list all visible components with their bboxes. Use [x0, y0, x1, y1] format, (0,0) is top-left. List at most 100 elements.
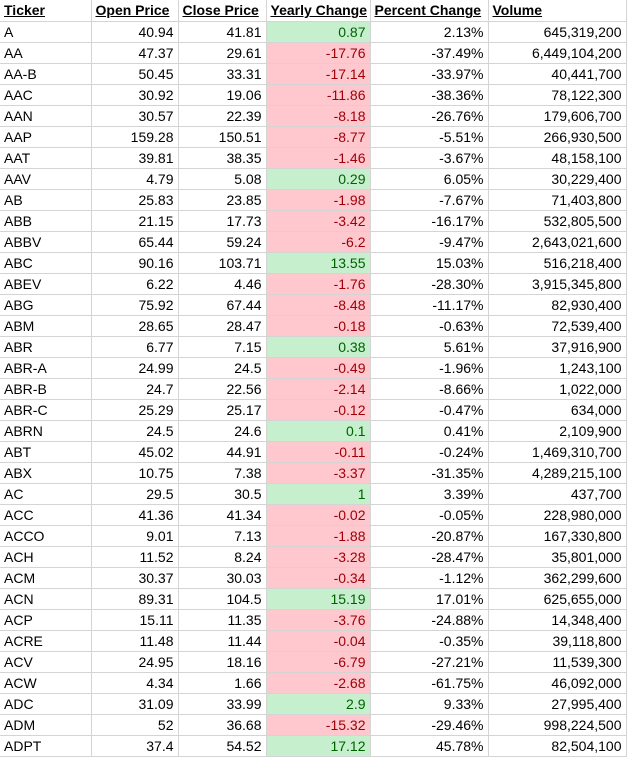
cell-open-price[interactable]: 15.11	[91, 609, 179, 631]
cell-ticker[interactable]: ABG	[0, 294, 92, 316]
cell-volume[interactable]: 179,606,700	[488, 105, 627, 127]
cell-close-price[interactable]: 11.35	[178, 609, 267, 631]
cell-close-price[interactable]: 103.71	[178, 252, 267, 274]
cell-ticker[interactable]: ACH	[0, 546, 92, 568]
cell-volume[interactable]: 625,655,000	[488, 588, 627, 610]
cell-volume[interactable]: 78,122,300	[488, 84, 627, 106]
cell-yearly-change[interactable]: -3.76	[266, 609, 371, 631]
cell-yearly-change[interactable]: -17.14	[266, 63, 371, 85]
cell-yearly-change[interactable]: 1	[266, 483, 371, 505]
cell-close-price[interactable]: 25.17	[178, 399, 267, 421]
cell-yearly-change[interactable]: 13.55	[266, 252, 371, 274]
cell-close-price[interactable]: 38.35	[178, 147, 267, 169]
cell-percent-change[interactable]: -31.35%	[370, 462, 489, 484]
cell-close-price[interactable]: 33.99	[178, 693, 267, 715]
cell-open-price[interactable]: 29.5	[91, 483, 179, 505]
cell-volume[interactable]: 82,504,100	[488, 735, 627, 757]
cell-percent-change[interactable]: -28.30%	[370, 273, 489, 295]
cell-yearly-change[interactable]: 17.12	[266, 735, 371, 757]
cell-yearly-change[interactable]: 0.1	[266, 420, 371, 442]
cell-open-price[interactable]: 159.28	[91, 126, 179, 148]
cell-volume[interactable]: 46,092,000	[488, 672, 627, 694]
cell-volume[interactable]: 14,348,400	[488, 609, 627, 631]
cell-yearly-change[interactable]: -0.49	[266, 357, 371, 379]
cell-percent-change[interactable]: -7.67%	[370, 189, 489, 211]
cell-percent-change[interactable]: -9.47%	[370, 231, 489, 253]
cell-close-price[interactable]: 150.51	[178, 126, 267, 148]
cell-open-price[interactable]: 30.92	[91, 84, 179, 106]
cell-volume[interactable]: 6,449,104,200	[488, 42, 627, 64]
cell-yearly-change[interactable]: -2.68	[266, 672, 371, 694]
cell-close-price[interactable]: 44.91	[178, 441, 267, 463]
cell-close-price[interactable]: 30.5	[178, 483, 267, 505]
cell-open-price[interactable]: 10.75	[91, 462, 179, 484]
cell-yearly-change[interactable]: -2.14	[266, 378, 371, 400]
cell-percent-change[interactable]: -37.49%	[370, 42, 489, 64]
cell-percent-change[interactable]: -29.46%	[370, 714, 489, 736]
cell-ticker[interactable]: AAP	[0, 126, 92, 148]
header-close-price[interactable]: Close Price	[178, 0, 267, 22]
cell-volume[interactable]: 37,916,900	[488, 336, 627, 358]
cell-open-price[interactable]: 24.95	[91, 651, 179, 673]
cell-ticker[interactable]: AC	[0, 483, 92, 505]
cell-yearly-change[interactable]: -3.28	[266, 546, 371, 568]
cell-open-price[interactable]: 89.31	[91, 588, 179, 610]
cell-volume[interactable]: 228,980,000	[488, 504, 627, 526]
cell-ticker[interactable]: AA-B	[0, 63, 92, 85]
header-percent-change[interactable]: Percent Change	[370, 0, 489, 22]
cell-ticker[interactable]: ADC	[0, 693, 92, 715]
cell-close-price[interactable]: 5.08	[178, 168, 267, 190]
header-volume[interactable]: Volume	[488, 0, 627, 22]
cell-ticker[interactable]: ACV	[0, 651, 92, 673]
cell-close-price[interactable]: 54.52	[178, 735, 267, 757]
cell-close-price[interactable]: 41.81	[178, 21, 267, 43]
cell-yearly-change[interactable]: 2.9	[266, 693, 371, 715]
cell-percent-change[interactable]: -11.17%	[370, 294, 489, 316]
cell-ticker[interactable]: ACC	[0, 504, 92, 526]
cell-yearly-change[interactable]: -0.18	[266, 315, 371, 337]
cell-yearly-change[interactable]: -8.18	[266, 105, 371, 127]
cell-open-price[interactable]: 41.36	[91, 504, 179, 526]
cell-close-price[interactable]: 11.44	[178, 630, 267, 652]
cell-volume[interactable]: 516,218,400	[488, 252, 627, 274]
cell-yearly-change[interactable]: 15.19	[266, 588, 371, 610]
cell-yearly-change[interactable]: 0.38	[266, 336, 371, 358]
cell-volume[interactable]: 4,289,215,100	[488, 462, 627, 484]
cell-open-price[interactable]: 30.37	[91, 567, 179, 589]
cell-close-price[interactable]: 18.16	[178, 651, 267, 673]
cell-close-price[interactable]: 67.44	[178, 294, 267, 316]
cell-percent-change[interactable]: 9.33%	[370, 693, 489, 715]
cell-close-price[interactable]: 23.85	[178, 189, 267, 211]
cell-open-price[interactable]: 11.52	[91, 546, 179, 568]
cell-ticker[interactable]: ABR	[0, 336, 92, 358]
cell-close-price[interactable]: 4.46	[178, 273, 267, 295]
cell-yearly-change[interactable]: -8.48	[266, 294, 371, 316]
cell-yearly-change[interactable]: 0.87	[266, 21, 371, 43]
cell-yearly-change[interactable]: -1.46	[266, 147, 371, 169]
cell-volume[interactable]: 1,243,100	[488, 357, 627, 379]
cell-yearly-change[interactable]: 0.29	[266, 168, 371, 190]
cell-volume[interactable]: 3,915,345,800	[488, 273, 627, 295]
cell-open-price[interactable]: 31.09	[91, 693, 179, 715]
cell-percent-change[interactable]: -0.35%	[370, 630, 489, 652]
cell-volume[interactable]: 11,539,300	[488, 651, 627, 673]
cell-volume[interactable]: 362,299,600	[488, 567, 627, 589]
cell-close-price[interactable]: 7.13	[178, 525, 267, 547]
cell-close-price[interactable]: 7.15	[178, 336, 267, 358]
cell-close-price[interactable]: 30.03	[178, 567, 267, 589]
cell-close-price[interactable]: 17.73	[178, 210, 267, 232]
cell-open-price[interactable]: 40.94	[91, 21, 179, 43]
cell-ticker[interactable]: ABM	[0, 315, 92, 337]
cell-percent-change[interactable]: -5.51%	[370, 126, 489, 148]
cell-open-price[interactable]: 24.7	[91, 378, 179, 400]
cell-volume[interactable]: 40,441,700	[488, 63, 627, 85]
cell-yearly-change[interactable]: -0.11	[266, 441, 371, 463]
cell-open-price[interactable]: 65.44	[91, 231, 179, 253]
cell-ticker[interactable]: ABBV	[0, 231, 92, 253]
cell-volume[interactable]: 2,109,900	[488, 420, 627, 442]
cell-percent-change[interactable]: 0.41%	[370, 420, 489, 442]
cell-yearly-change[interactable]: -3.37	[266, 462, 371, 484]
cell-yearly-change[interactable]: -1.76	[266, 273, 371, 295]
cell-open-price[interactable]: 25.29	[91, 399, 179, 421]
cell-open-price[interactable]: 28.65	[91, 315, 179, 337]
